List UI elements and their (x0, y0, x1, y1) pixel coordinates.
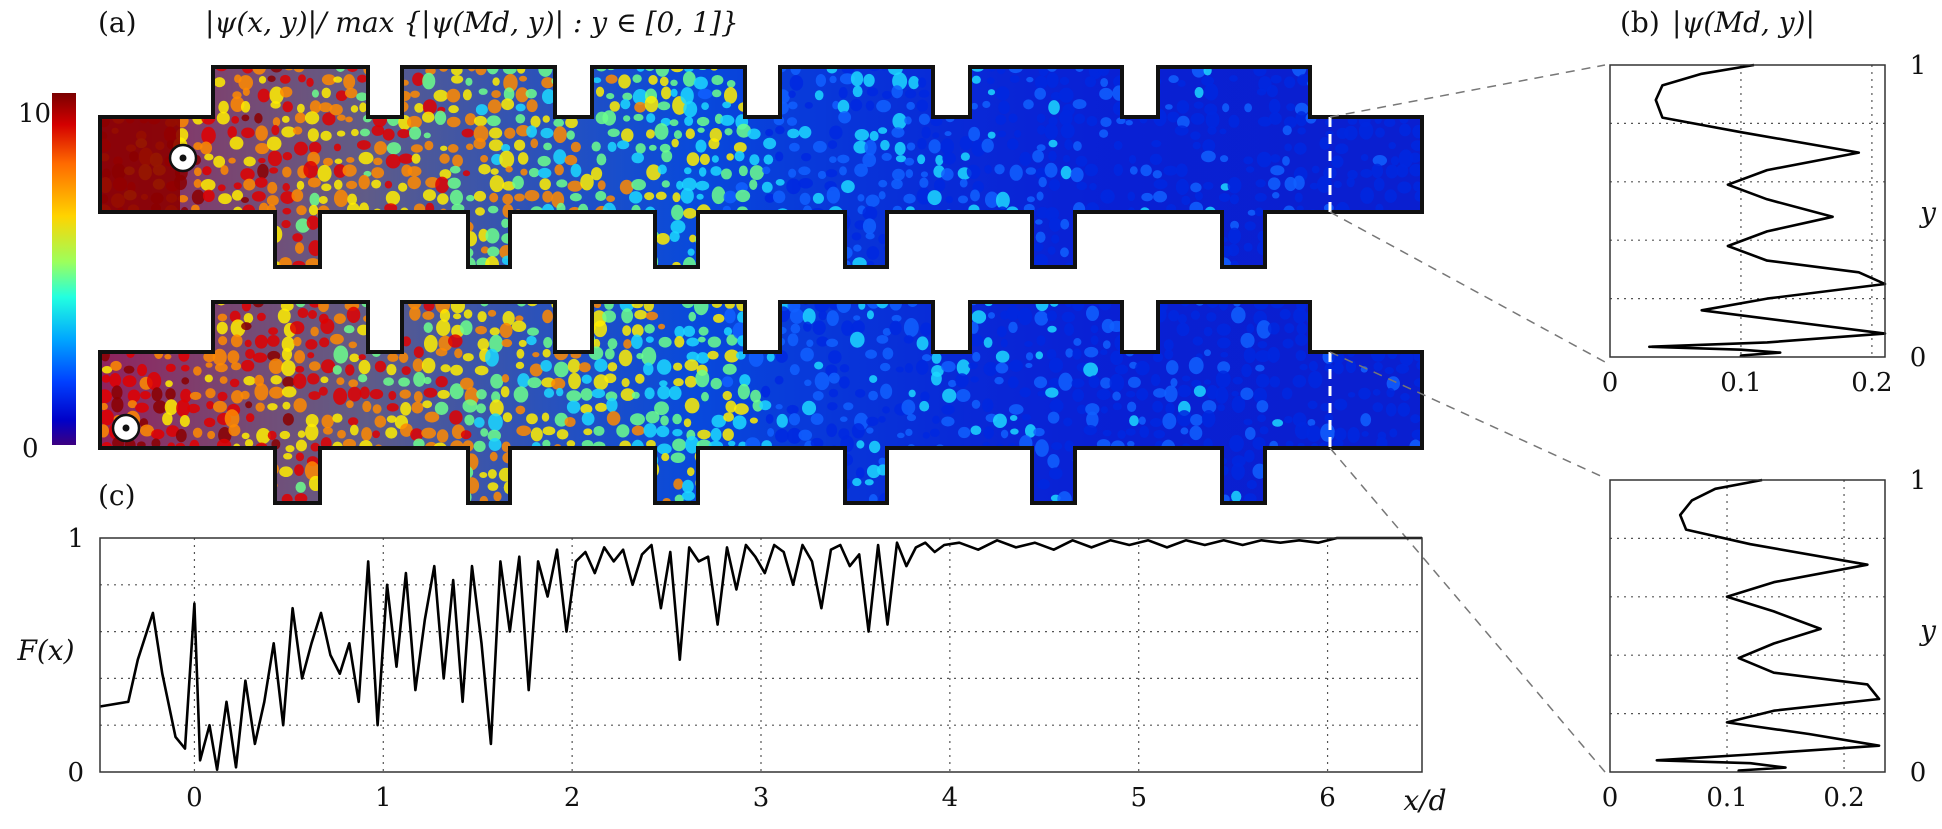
colorbar-max-label: 10 (18, 99, 51, 129)
x-tick-label: 1 (375, 783, 392, 813)
x-tick-label: 0.1 (1706, 783, 1747, 813)
connector-top-upper (1329, 64, 1606, 118)
connector-bottom-upper (1329, 351, 1606, 479)
profile-chart-bottom: 0 0.1 0.2 0 1 y (1602, 466, 1937, 813)
y-axis-label: y (1918, 614, 1937, 647)
x-tick-label: 0 (186, 783, 203, 813)
panel-b-label: (b) (1620, 6, 1660, 39)
panel-a-title: |ψ(x, y)|/ max {|ψ(Md, y)| : y ∈ [0, 1]} (205, 6, 739, 39)
x-tick-label: 0 (1602, 368, 1619, 398)
x-tick-label: 6 (1319, 783, 1336, 813)
y-tick-label: 1 (1910, 466, 1927, 496)
x-tick-label: 0.1 (1720, 368, 1761, 398)
panel-a-label: (a) (98, 6, 137, 39)
y-tick-label: 0 (67, 758, 84, 788)
field-pattern (100, 302, 1422, 503)
source-marker-dot (179, 154, 187, 162)
connector-bottom-lower (1329, 447, 1606, 773)
plot-frame (1609, 64, 1886, 358)
x-tick-label: 3 (753, 783, 770, 813)
colorbar: 10 0 (18, 93, 76, 464)
gridlines (1610, 65, 1885, 357)
series-line (1655, 478, 1881, 772)
y-tick-label: 1 (67, 524, 84, 554)
source-marker-dot (122, 424, 130, 432)
waveguide-field-bottom (98, 300, 1424, 505)
y-tick-label: 0 (1910, 758, 1927, 788)
waveguide-outline (98, 300, 1424, 505)
x-axis-label: x/d (1403, 784, 1446, 817)
profile-chart-top: 0 0.1 0.2 0 1 y (1602, 51, 1937, 398)
panel-c-label: (c) (98, 479, 136, 512)
panel-b-title: |ψ(Md, y)| (1672, 6, 1815, 39)
gridlines (1610, 480, 1885, 772)
series-line (1648, 63, 1887, 357)
series-line (99, 536, 1422, 771)
colorbar-min-label: 0 (22, 434, 39, 464)
field-pattern (100, 67, 1422, 267)
x-tick-label: 5 (1130, 783, 1147, 813)
colorbar-scale (52, 93, 76, 445)
x-tick-label: 0.2 (1823, 783, 1864, 813)
x-tick-label: 2 (564, 783, 581, 813)
y-axis-label: y (1918, 196, 1937, 229)
y-tick-label: 0 (1910, 343, 1927, 373)
x-tick-label: 0.2 (1851, 368, 1892, 398)
waveguide-outline (98, 65, 1424, 269)
fidelity-chart: 0 1 2 3 4 5 6 0 1 F(x) x/d (16, 524, 1446, 817)
y-tick-label: 1 (1910, 51, 1927, 81)
connector-top-lower (1329, 211, 1606, 363)
plot-frame (1609, 479, 1886, 773)
zoom-connectors (1329, 64, 1606, 773)
waveguide-field-top (98, 65, 1424, 269)
x-tick-label: 0 (1602, 783, 1619, 813)
plot-frame (99, 537, 1423, 773)
y-axis-label: F(x) (16, 634, 74, 667)
x-tick-label: 4 (942, 783, 959, 813)
